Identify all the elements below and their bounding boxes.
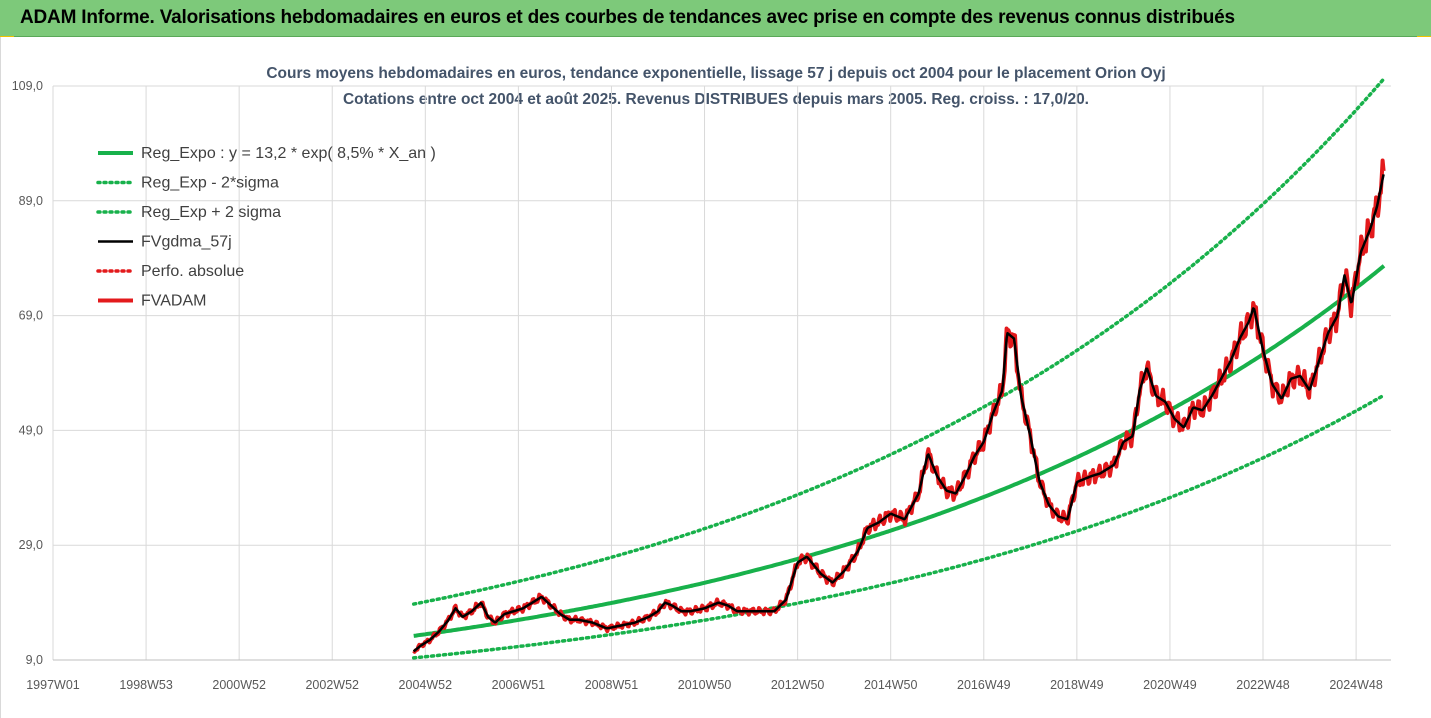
x-tick-label: 2004W52 bbox=[399, 678, 453, 692]
y-tick-label: 49,0 bbox=[19, 423, 43, 437]
x-tick-label: 2024W48 bbox=[1329, 678, 1383, 692]
x-tick-label: 2022W48 bbox=[1236, 678, 1290, 692]
chart-area: Cours moyens hebdomadaires en euros, ten… bbox=[0, 37, 1431, 718]
legend-label: Perfo. absolue bbox=[141, 263, 244, 280]
grid bbox=[52, 85, 1391, 661]
y-tick-label: 29,0 bbox=[19, 538, 43, 552]
x-tick-label: 2020W49 bbox=[1143, 678, 1197, 692]
legend-label: FVADAM bbox=[141, 293, 206, 310]
chart-svg: Cours moyens hebdomadaires en euros, ten… bbox=[12, 65, 1391, 692]
y-tick-label: 9,0 bbox=[26, 653, 43, 667]
x-tick-label: 2016W49 bbox=[957, 678, 1011, 692]
x-tick-label: 2010W50 bbox=[678, 678, 732, 692]
y-tick-label: 69,0 bbox=[19, 309, 43, 323]
legend-label: FVgdma_57j bbox=[141, 234, 232, 251]
y-tick-label: 109,0 bbox=[12, 79, 43, 93]
y-tick-label: 89,0 bbox=[19, 194, 43, 208]
x-tick-label: 2012W50 bbox=[771, 678, 825, 692]
series-line bbox=[412, 158, 1386, 654]
page-title: ADAM Informe. Valorisations hebdomadaire… bbox=[20, 7, 1235, 28]
legend-label: Reg_Exp - 2*sigma bbox=[141, 175, 279, 192]
x-tick-label: 2002W52 bbox=[305, 678, 359, 692]
chart-subtitle: Cotations entre oct 2004 et août 2025. R… bbox=[343, 91, 1089, 108]
legend-label: Reg_Expo : y = 13,2 * exp( 8,5% * X_an ) bbox=[141, 145, 436, 162]
x-tick-label: 2018W49 bbox=[1050, 678, 1104, 692]
legend-label: Reg_Exp + 2 sigma bbox=[141, 204, 281, 221]
header-banner: ADAM Informe. Valorisations hebdomadaire… bbox=[0, 0, 1431, 37]
x-tick-label: 1997W01 bbox=[26, 678, 80, 692]
x-tick-label: 2006W51 bbox=[492, 678, 546, 692]
chart-title: Cours moyens hebdomadaires en euros, ten… bbox=[266, 65, 1165, 82]
x-tick-label: 2014W50 bbox=[864, 678, 918, 692]
legend: Reg_Expo : y = 13,2 * exp( 8,5% * X_an )… bbox=[96, 145, 436, 310]
series-line bbox=[412, 174, 1385, 653]
axes: 9,0 29,0 49,0 69,0 89,0 109,0 1997W01 1998W53 20… bbox=[12, 79, 1391, 692]
series-line bbox=[411, 76, 1386, 606]
series-line bbox=[411, 393, 1386, 660]
x-tick-label: 1998W53 bbox=[119, 678, 173, 692]
x-tick-label: 2008W51 bbox=[585, 678, 639, 692]
plot-lines bbox=[411, 76, 1386, 660]
x-tick-label: 2000W52 bbox=[212, 678, 266, 692]
